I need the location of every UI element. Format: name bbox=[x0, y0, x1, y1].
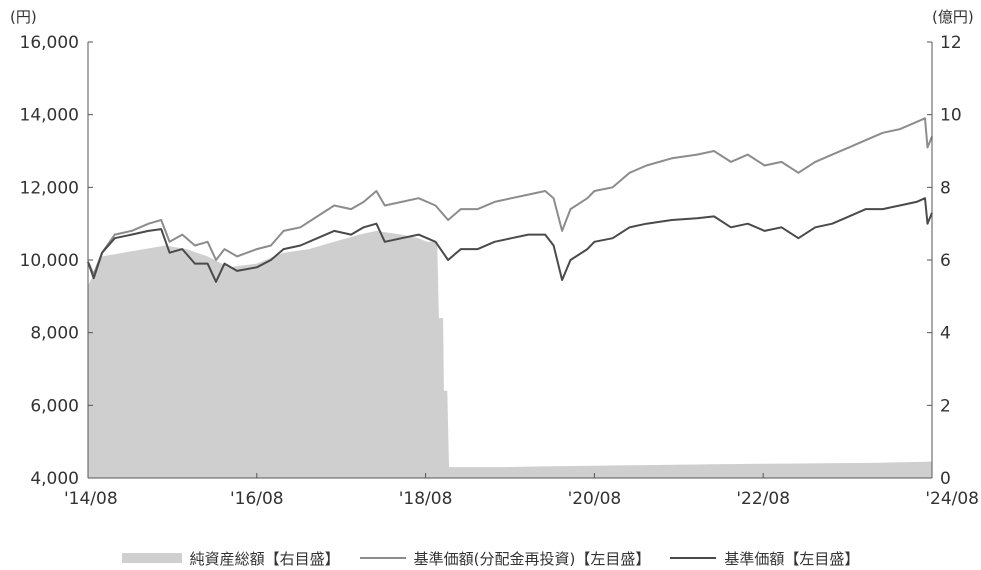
right-axis-tick-label: 2 bbox=[940, 396, 951, 416]
x-axis-tick-label: '16/08 bbox=[230, 489, 284, 509]
x-axis-tick-label: '18/08 bbox=[399, 489, 453, 509]
left-axis-tick-label: 8,000 bbox=[30, 324, 79, 344]
right-axis-tick-label: 4 bbox=[940, 324, 951, 344]
legend-item-nav-reinvested: 基準価額(分配金再投資)【左目盛】 bbox=[359, 548, 651, 569]
series-line-nav bbox=[87, 197, 933, 283]
right-axis-tick-label: 12 bbox=[940, 33, 962, 53]
left-axis-tick-label: 4,000 bbox=[30, 469, 79, 489]
chart: 4,000 6,000 8,000 10,000 12,000 14,000 16,000 0… bbox=[10, 8, 979, 509]
legend-swatch-nav-reinvested bbox=[359, 557, 406, 559]
legend-item-net-assets: 純資産総額【右目盛】 bbox=[121, 548, 340, 569]
area-layer bbox=[88, 230, 932, 478]
legend-label-nav-reinvested: 基準価額(分配金再投資)【左目盛】 bbox=[413, 549, 651, 568]
left-axis-tick-label: 16,000 bbox=[20, 33, 79, 53]
axis-layer: 4,000 6,000 8,000 10,000 12,000 14,000 16,000 0… bbox=[20, 33, 979, 509]
right-axis-tick-label: 6 bbox=[940, 251, 951, 271]
right-axis-unit: (億円) bbox=[932, 8, 974, 26]
legend-label-nav: 基準価額【左目盛】 bbox=[724, 549, 860, 568]
left-axis-tick-label: 10,000 bbox=[20, 251, 79, 271]
right-axis-tick-label: 10 bbox=[940, 106, 962, 126]
x-axis-tick-label: '20/08 bbox=[568, 489, 622, 509]
series-area-net-assets bbox=[88, 230, 932, 478]
left-axis-unit: (円) bbox=[10, 8, 37, 26]
x-axis-tick-label: '22/08 bbox=[736, 489, 790, 509]
right-axis-tick-label: 0 bbox=[940, 469, 951, 489]
left-axis-tick-label: 14,000 bbox=[20, 106, 79, 126]
series-line-nav-reinvested bbox=[87, 117, 933, 276]
left-axis-tick-label: 6,000 bbox=[30, 396, 79, 416]
left-axis-tick-label: 12,000 bbox=[20, 178, 79, 198]
legend-item-nav: 基準価額【左目盛】 bbox=[670, 548, 859, 569]
right-axis-tick-label: 8 bbox=[940, 178, 951, 198]
legend: 純資産総額【右目盛】 基準価額(分配金再投資)【左目盛】 基準価額【左目盛】 bbox=[0, 547, 981, 569]
legend-label-net-assets: 純資産総額【右目盛】 bbox=[189, 549, 340, 568]
x-axis-tick-label: '14/08 bbox=[64, 489, 118, 509]
legend-swatch-nav bbox=[670, 557, 717, 559]
legend-swatch-net-assets bbox=[121, 553, 182, 563]
line-layer bbox=[87, 117, 933, 283]
x-axis-tick-label: '24/08 bbox=[925, 489, 979, 509]
